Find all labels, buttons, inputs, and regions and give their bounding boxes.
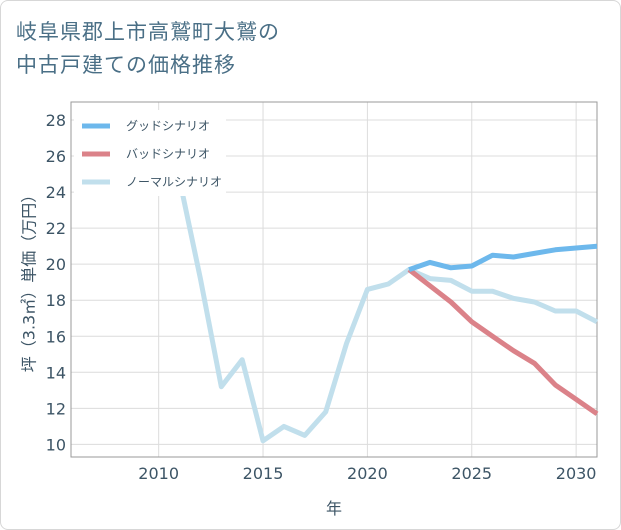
y-tick-label: 24 <box>46 183 66 202</box>
x-tick-label: 2020 <box>347 464 388 483</box>
x-tick-label: 2030 <box>556 464 597 483</box>
series-line-2 <box>407 267 599 416</box>
y-tick-label: 20 <box>46 255 66 274</box>
plot-area-border <box>70 101 598 458</box>
legend-label: ノーマルシナリオ <box>126 175 222 189</box>
series-line-3 <box>114 136 599 444</box>
x-tick-labels: 2010 2015 2020 2025 2030 <box>138 464 596 483</box>
legend-label: バッドシナリオ <box>126 147 210 161</box>
y-tick-label: 14 <box>46 363 66 382</box>
y-tick-label: 26 <box>46 147 66 166</box>
x-tick-label: 2010 <box>138 464 179 483</box>
chart-title: 岐阜県郡上市高鷲町大鷲の 中古戸建ての価格推移 <box>16 16 536 82</box>
y-tick-label: 22 <box>46 219 66 238</box>
y-tick-label: 28 <box>46 111 66 130</box>
y-tick-label: 10 <box>46 435 66 454</box>
legend-label: グッドシナリオ <box>126 119 210 133</box>
x-tick-label: 2015 <box>243 464 284 483</box>
y-tick-label: 18 <box>46 291 66 310</box>
series-line-1 <box>408 243 598 272</box>
series-group <box>114 136 599 444</box>
y-tick-labels: 10 12 14 16 18 20 22 24 26 28 <box>46 111 66 454</box>
y-axis-label: 坪（3.3㎡）単価（万円） <box>20 187 39 372</box>
x-tick-label: 2025 <box>451 464 492 483</box>
chart-title-line-1: 岐阜県郡上市高鷲町大鷲の <box>16 20 280 44</box>
y-tick-label: 12 <box>46 399 66 418</box>
x-axis-label: 年 <box>326 499 342 518</box>
chart-title-line-2: 中古戸建ての価格推移 <box>16 53 236 77</box>
y-tick-label: 16 <box>46 327 66 346</box>
